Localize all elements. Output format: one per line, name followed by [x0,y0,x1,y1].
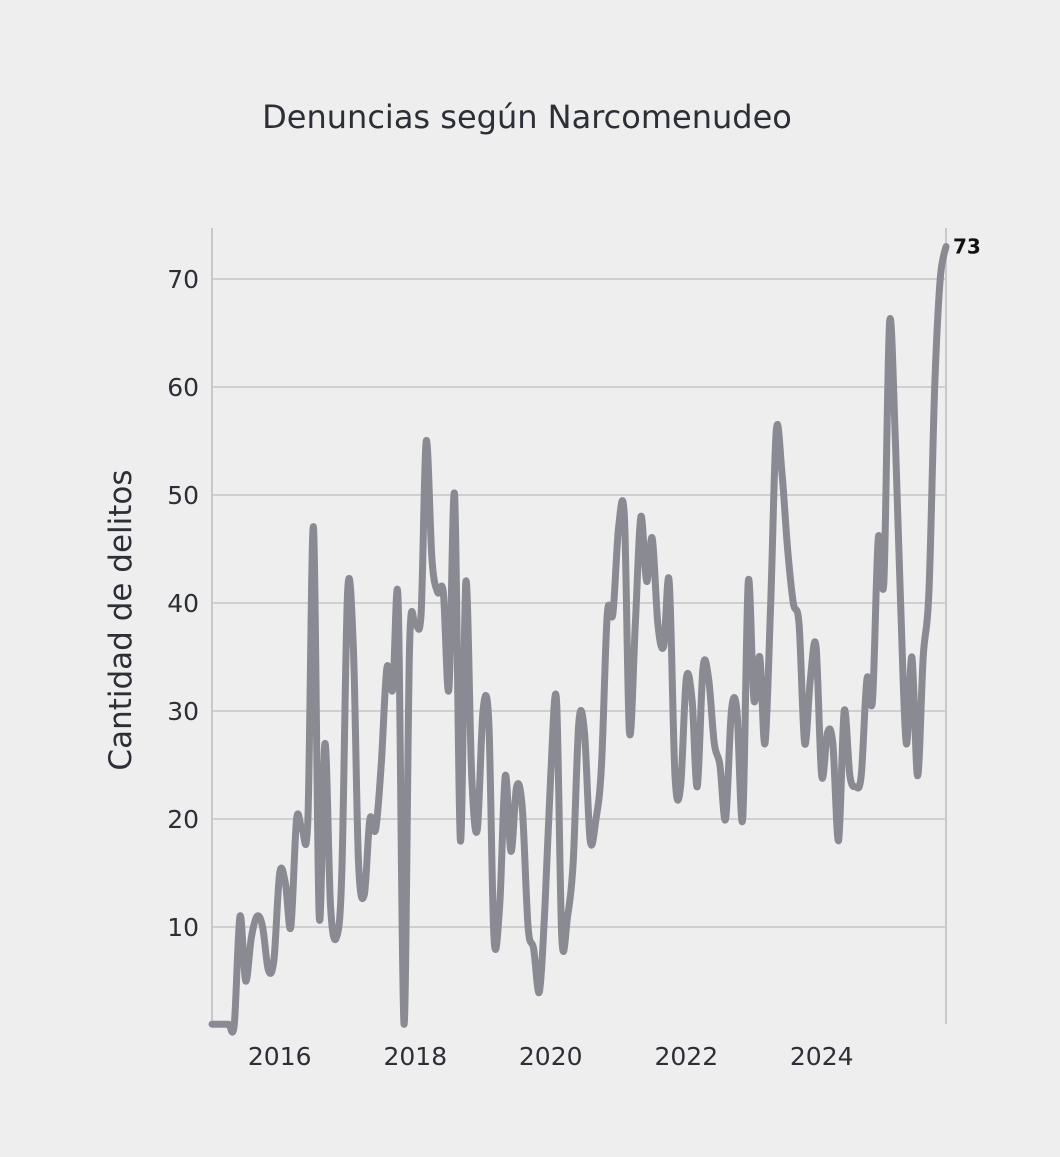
x-tick-label: 2018 [383,1042,447,1071]
y-tick-label: 20 [167,805,199,834]
y-tick-label: 30 [167,697,199,726]
axes [211,228,947,1024]
series-layer [208,243,950,1036]
y-tick-label: 60 [167,373,199,402]
y-tick-label: 40 [167,589,199,618]
x-tick-label: 2022 [654,1042,718,1071]
y-axis-title: Cantidad de delitos [103,469,139,770]
series-line-0 [208,243,950,1036]
y-tick-label: 10 [167,913,199,942]
chart-title: Denuncias según Narcomenudeo [262,98,792,136]
x-tick-label: 2020 [519,1042,583,1071]
x-tick-label: 2024 [790,1042,854,1071]
tick-labels: 10 20 30 40 50 60 70 2016 2018 2020 2022 2024 [167,265,853,1071]
x-tick-label: 2016 [248,1042,312,1071]
y-tick-label: 70 [167,265,199,294]
y-tick-label: 50 [167,481,199,510]
end-value-label: 73 [953,235,981,259]
